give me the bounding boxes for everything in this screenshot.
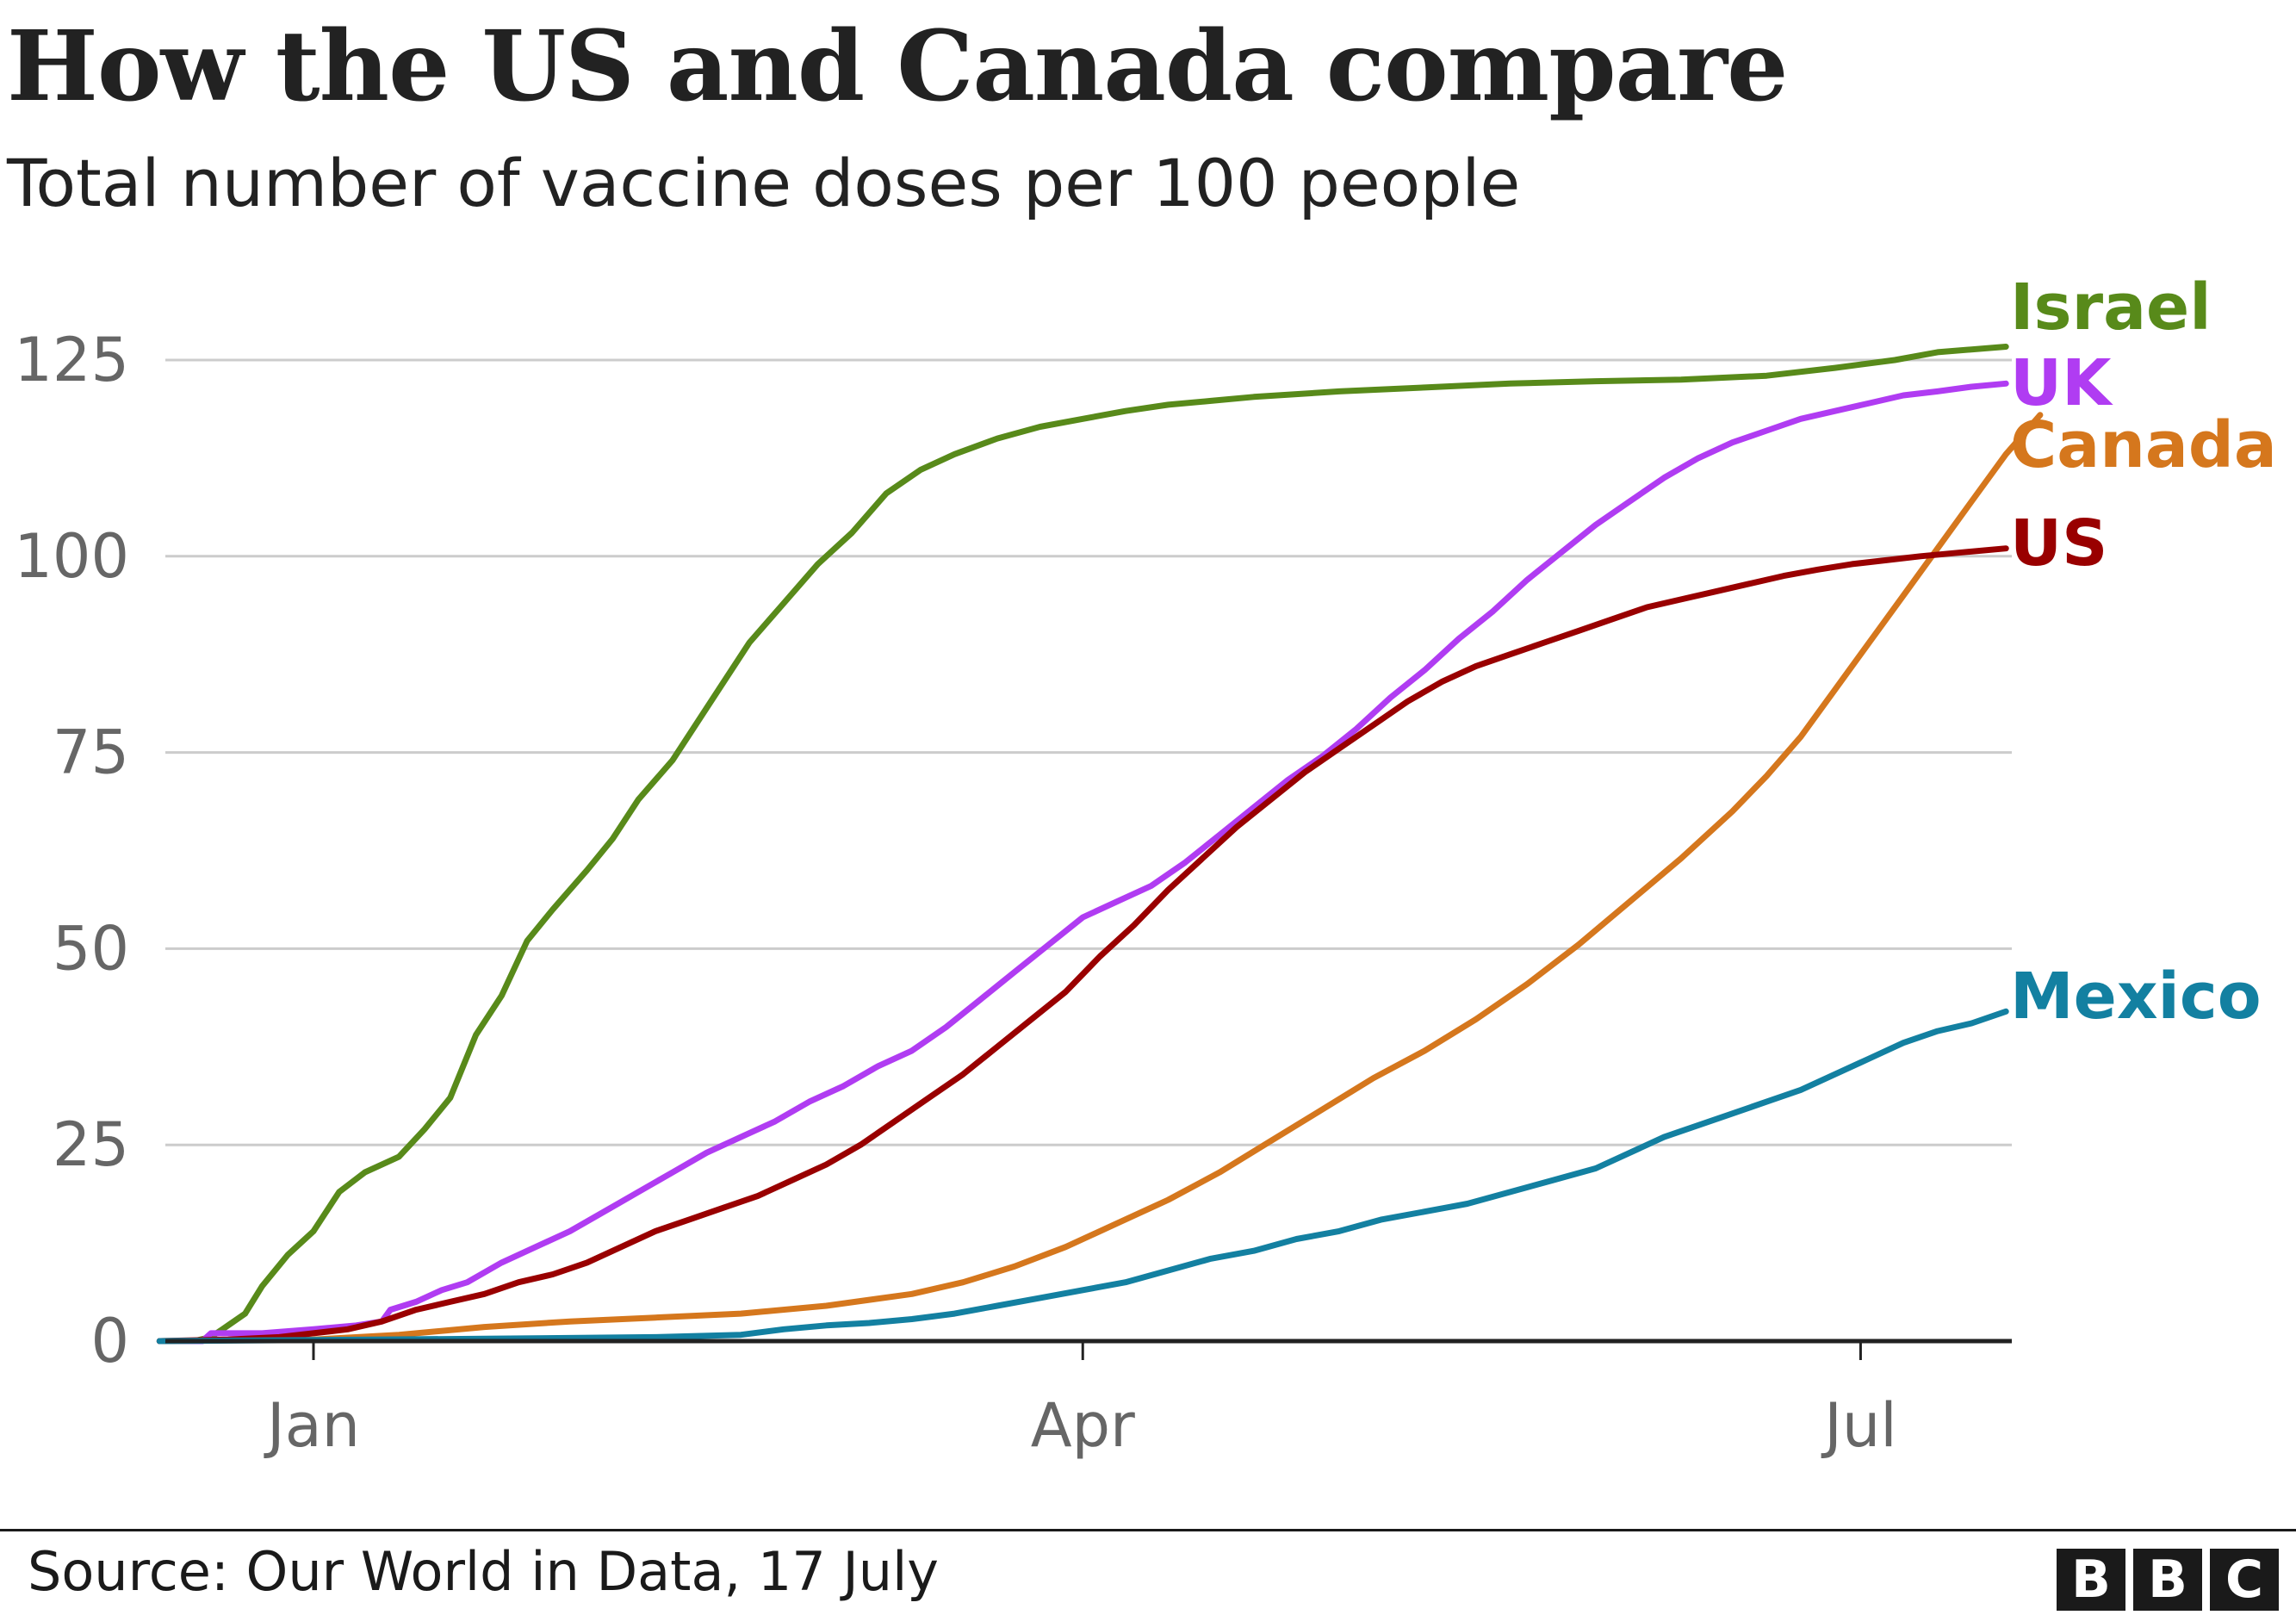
- y-axis-tick-labels: 0 25 50 75 100 125: [14, 325, 129, 1376]
- series-label-israel: Israel: [2010, 270, 2212, 345]
- y-tick-label-100: 100: [14, 521, 129, 592]
- gridlines: [165, 358, 2012, 1146]
- bbc-logo: B B C: [2057, 1549, 2279, 1611]
- series-label-uk: UK: [2010, 346, 2113, 420]
- series-line-israel: [156, 344, 2009, 1345]
- y-tick-label-125: 125: [14, 325, 129, 395]
- logo-letter-c: C: [2210, 1549, 2279, 1611]
- y-tick-label-50: 50: [53, 913, 129, 984]
- x-axis: [165, 1339, 2012, 1360]
- series-line-us: [156, 545, 2009, 1345]
- logo-letter-b1: B: [2057, 1549, 2125, 1611]
- chart-title: How the US and Canada compare: [7, 10, 1788, 123]
- series-line-mexico: [156, 1008, 2009, 1345]
- y-tick-label-75: 75: [53, 717, 129, 788]
- series-label-mexico: Mexico: [2010, 960, 2262, 1034]
- x-tick-label-jan: Jan: [264, 1390, 360, 1461]
- series-label-canada: Canada: [2010, 408, 2277, 482]
- x-tick-label-jul: Jul: [1821, 1390, 1896, 1461]
- y-tick-label-0: 0: [90, 1306, 129, 1376]
- source-note: Source: Our World in Data, 17 July: [28, 1540, 939, 1603]
- series-line-uk: [156, 380, 2009, 1345]
- chart-subtitle: Total number of vaccine doses per 100 pe…: [7, 145, 1521, 221]
- y-tick-label-25: 25: [53, 1109, 129, 1180]
- footer-divider: [0, 1529, 2296, 1531]
- series-line-canada: [156, 412, 2044, 1345]
- x-axis-tick-labels: Jan Apr Jul: [264, 1390, 1897, 1461]
- series-lines: [156, 344, 2044, 1345]
- logo-letter-b2: B: [2133, 1549, 2202, 1611]
- x-tick-label-apr: Apr: [1031, 1390, 1135, 1461]
- series-label-us: US: [2010, 506, 2107, 581]
